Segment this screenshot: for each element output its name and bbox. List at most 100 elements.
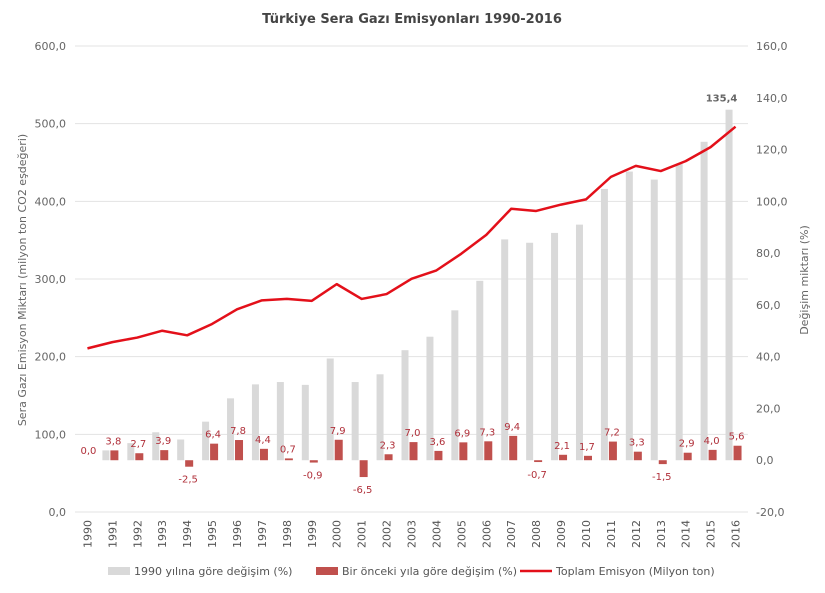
x-tick-label: 1994: [181, 520, 194, 548]
y-left-tick-label: 400,0: [35, 195, 67, 208]
bar-1990-change: [102, 450, 109, 460]
legend-label-red: Bir önceki yıla göre değişim (%): [342, 565, 517, 578]
y-left-tick-label: 0,0: [49, 506, 67, 519]
gray-bar-data-label: 135,4: [706, 94, 738, 105]
x-tick-label: 2008: [530, 520, 543, 548]
yoy-data-label: -1,5: [652, 472, 672, 483]
bar-1990-change: [576, 225, 583, 461]
x-tick-label: 2004: [430, 520, 443, 548]
yoy-data-label: -6,5: [353, 485, 373, 496]
bar-yoy-change: [559, 455, 567, 460]
bar-1990-change: [202, 422, 209, 461]
yoy-data-label: 7,9: [330, 426, 346, 437]
yoy-data-label: 3,9: [155, 436, 171, 447]
x-tick-label: 2005: [455, 520, 468, 548]
bar-yoy-change: [360, 460, 368, 477]
bar-1990-change: [726, 110, 733, 461]
x-tick-label: 1997: [256, 520, 269, 548]
yoy-data-label: 1,7: [579, 442, 595, 453]
bar-yoy-change: [235, 440, 243, 460]
yoy-data-label: 9,4: [504, 422, 520, 433]
bar-yoy-change: [534, 460, 542, 462]
x-tick-label: 2010: [580, 520, 593, 548]
yoy-data-label: 7,2: [604, 428, 620, 439]
bar-yoy-change: [285, 458, 293, 460]
bar-yoy-change: [310, 460, 318, 462]
yoy-data-label: -0,9: [303, 471, 323, 482]
y-left-tick-label: 100,0: [35, 428, 67, 441]
bar-yoy-change: [335, 440, 343, 460]
y-right-tick-label: 100,0: [756, 195, 788, 208]
chart-title: Türkiye Sera Gazı Emisyonları 1990-2016: [262, 12, 562, 27]
x-tick-label: 2006: [480, 520, 493, 548]
y-axis-left-label: Sera Gazı Emisyon Miktarı (milyon ton CO…: [16, 134, 29, 426]
x-tick-label: 2007: [505, 520, 518, 548]
bar-1990-change: [302, 385, 309, 460]
y-left-tick-label: 200,0: [35, 351, 67, 364]
x-tick-label: 1996: [231, 520, 244, 548]
y-right-tick-label: 20,0: [756, 402, 781, 415]
bar-yoy-change: [634, 452, 642, 461]
legend-swatch-red: [316, 567, 338, 575]
yoy-data-label: 3,8: [105, 436, 121, 447]
bar-yoy-change: [459, 442, 467, 460]
yoy-data-label: 7,0: [405, 428, 421, 439]
yoy-data-label: 7,3: [479, 427, 495, 438]
bar-yoy-change: [185, 460, 193, 466]
yoy-data-label: 0,0: [81, 446, 97, 457]
y-right-tick-label: -20,0: [756, 506, 784, 519]
yoy-data-label: 4,0: [704, 436, 720, 447]
bar-1990-change: [701, 142, 708, 460]
bar-1990-change: [252, 384, 259, 460]
y-right-tick-label: 60,0: [756, 299, 781, 312]
yoy-data-label: 2,3: [380, 440, 396, 451]
yoy-data-label: 2,1: [554, 441, 570, 452]
x-tick-label: 2012: [630, 520, 643, 548]
bar-yoy-change: [584, 456, 592, 460]
yoy-data-label: 7,8: [230, 426, 246, 437]
bar-yoy-change: [659, 460, 667, 464]
yoy-data-label: -0,7: [527, 470, 547, 481]
bar-yoy-change: [509, 436, 517, 460]
yoy-data-label: 3,3: [629, 438, 645, 449]
y-axis-right-label: Değişim miktarı (%): [798, 225, 811, 335]
y-right-tick-label: 40,0: [756, 351, 781, 364]
y-right-tick-label: 160,0: [756, 40, 788, 53]
bar-1990-change: [601, 189, 608, 460]
yoy-data-label: 3,6: [429, 437, 445, 448]
x-tick-label: 1995: [206, 520, 219, 548]
bar-yoy-change: [210, 444, 218, 461]
bar-1990-change: [402, 350, 409, 460]
x-tick-label: 1999: [306, 520, 319, 548]
bar-yoy-change: [684, 453, 692, 461]
bar-1990-change: [676, 164, 683, 460]
legend-swatch-gray: [108, 567, 130, 575]
x-tick-label: 2002: [381, 520, 394, 548]
x-tick-label: 2009: [555, 520, 568, 548]
bar-1990-change: [626, 172, 633, 461]
bar-yoy-change: [434, 451, 442, 460]
yoy-data-label: 6,9: [454, 428, 470, 439]
bar-yoy-change: [135, 453, 143, 460]
yoy-data-label: 5,6: [729, 432, 745, 443]
yoy-data-label: 2,9: [679, 439, 695, 450]
legend-label-gray: 1990 yılına göre değişim (%): [134, 565, 292, 578]
x-tick-label: 2011: [605, 520, 618, 548]
y-left-tick-label: 300,0: [35, 273, 67, 286]
total-emission-line: [87, 127, 735, 349]
x-tick-label: 2014: [680, 520, 693, 548]
x-tick-label: 2016: [730, 520, 743, 548]
y-right-tick-label: 120,0: [756, 144, 788, 157]
legend: 1990 yılına göre değişim (%) Bir önceki …: [108, 565, 715, 578]
x-tick-label: 2003: [406, 520, 419, 548]
yoy-data-label: -2,5: [178, 475, 198, 486]
x-tick-label: 1990: [81, 520, 94, 548]
x-tick-label: 1998: [281, 520, 294, 548]
x-tick-label: 2015: [705, 520, 718, 548]
y-right-tick-label: 0,0: [756, 454, 774, 467]
bar-1990-change: [526, 243, 533, 460]
bar-yoy-change: [410, 442, 418, 460]
x-tick-label: 2000: [331, 520, 344, 548]
yoy-data-label: 6,4: [205, 430, 221, 441]
